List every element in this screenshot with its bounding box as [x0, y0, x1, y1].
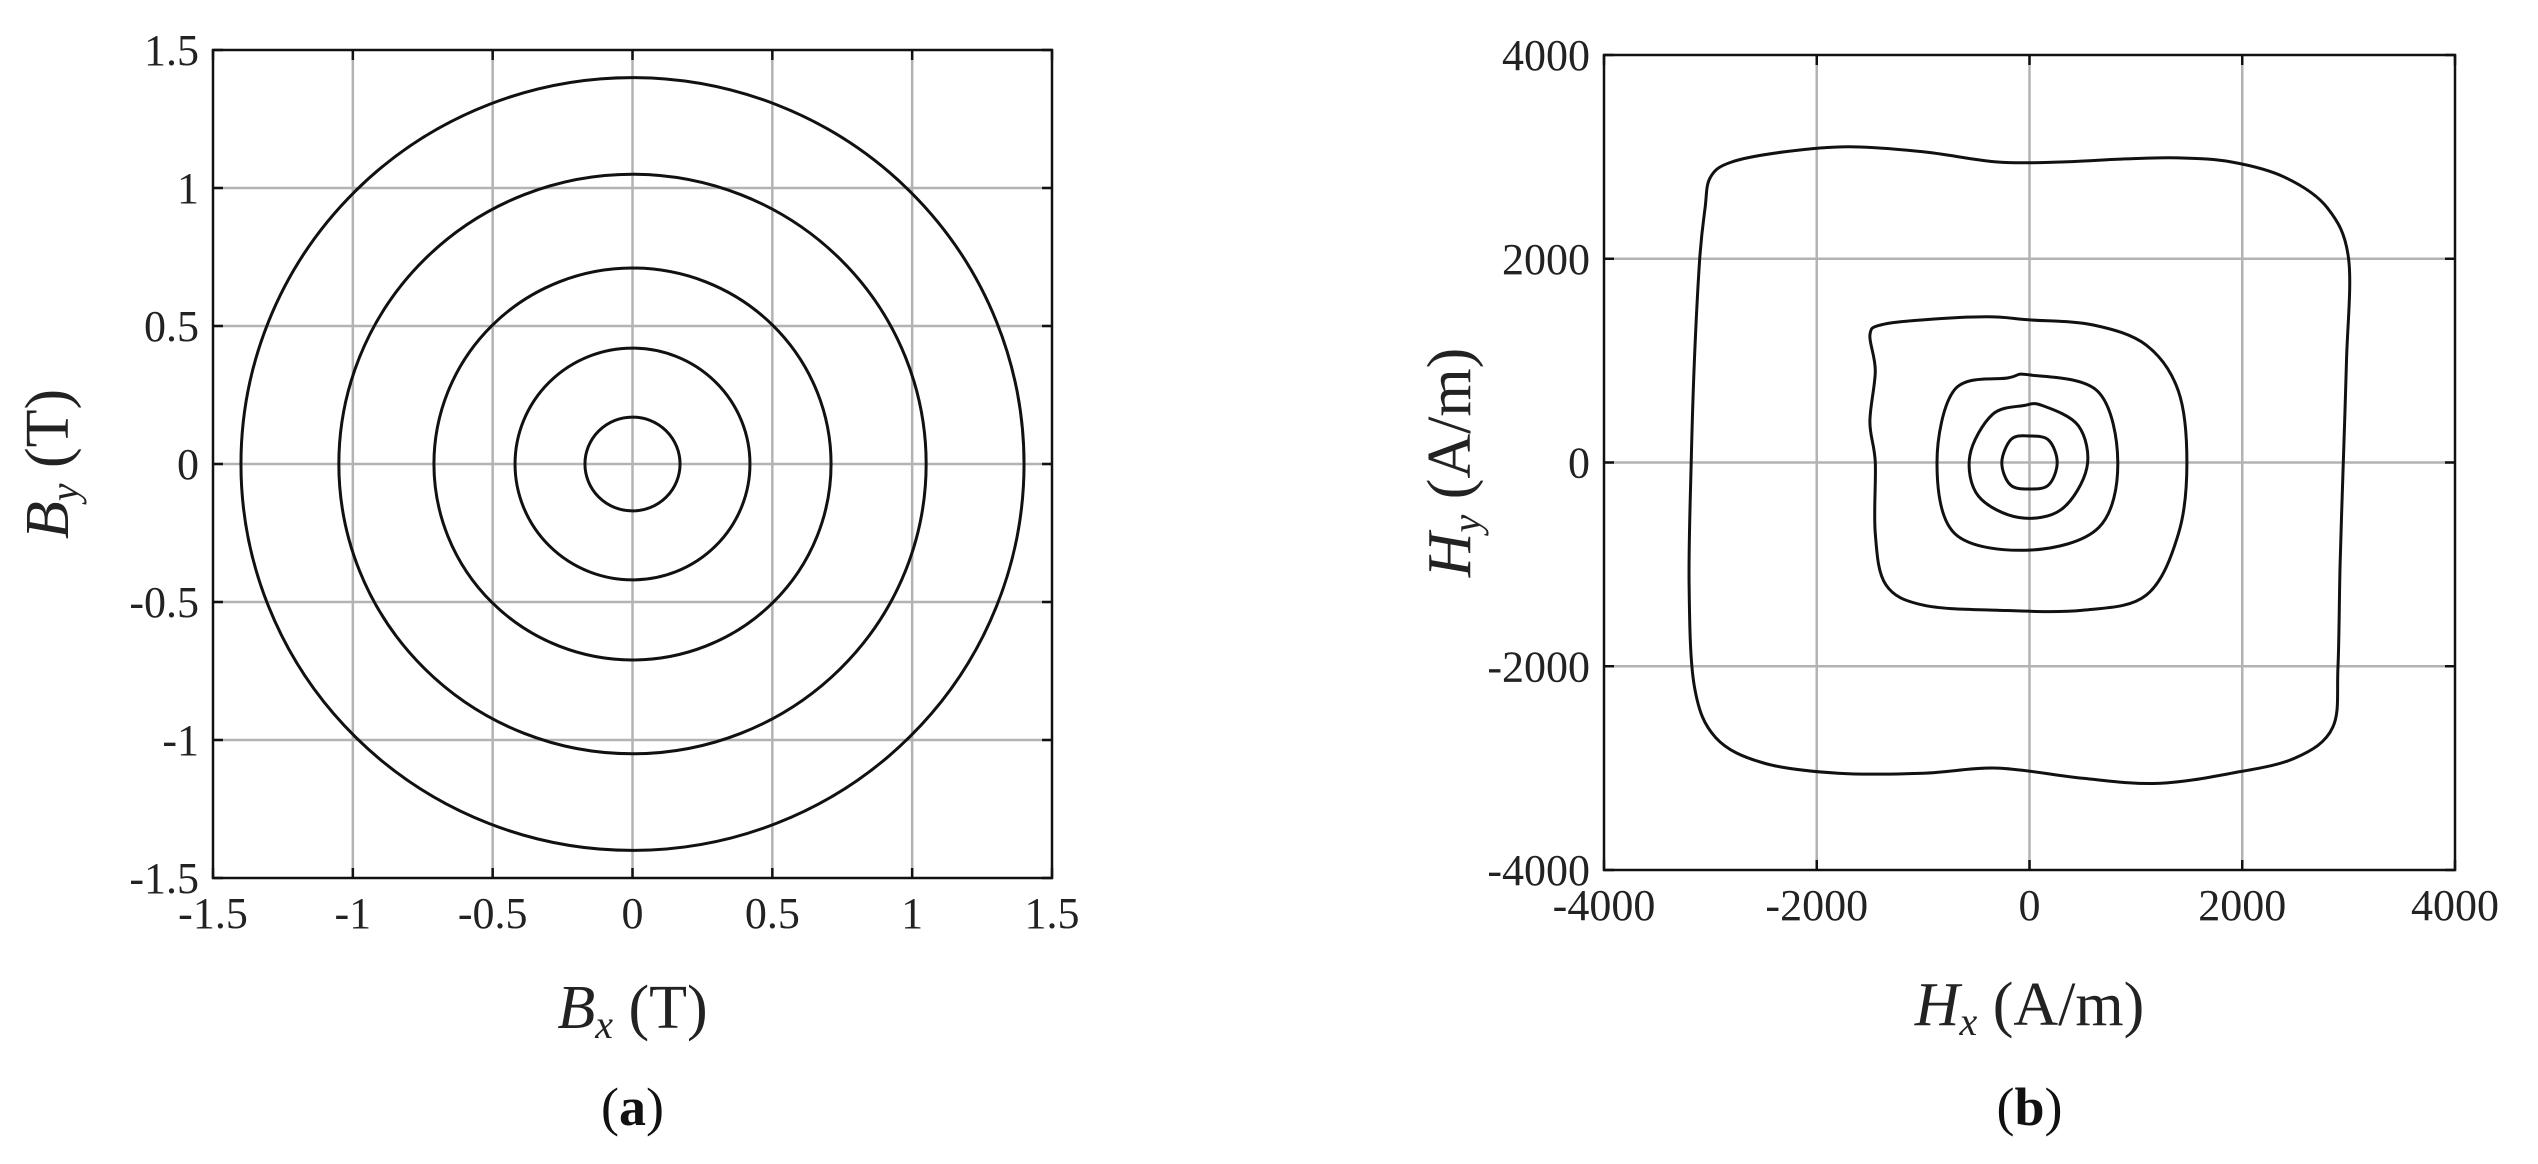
panel-label-b: (b)	[1996, 1077, 2062, 1137]
y-tick-label-0: -1.5	[129, 854, 199, 903]
x-tick-label-4: 0.5	[745, 889, 800, 938]
y-tick-label-0: -4000	[1487, 846, 1590, 895]
y-tick-label-5: 1	[177, 164, 199, 213]
x-tick-label-3: 0	[622, 889, 644, 938]
x-tick-label-2: -0.5	[458, 889, 528, 938]
x-tick-label-3: 2000	[2198, 881, 2286, 930]
loop-curve-5	[1687, 145, 2352, 786]
panel-b-chart: -4000 -2000 0 2000 4000 -4000 -2000 0 2000 4000 Hx…	[1416, 31, 2499, 1137]
loop-curve-1	[2000, 434, 2059, 491]
x-axis-label: Hx (A/m)	[1914, 971, 2145, 1044]
loop-curve-4	[337, 172, 928, 756]
y-tick-label-1: -1	[162, 716, 199, 765]
x-axis-label: Bx (T)	[557, 974, 707, 1047]
y-tick-label-3: 0	[177, 440, 199, 489]
x-tick-label-0: -4000	[1553, 881, 1656, 930]
loop-curve-3	[1935, 372, 2120, 552]
y-tick-label-4: 0.5	[144, 302, 199, 351]
x-tick-label-4: 4000	[2411, 881, 2499, 930]
x-tick-label-1: -2000	[1765, 881, 1868, 930]
y-tick-label-2: -0.5	[129, 578, 199, 627]
loop-curve-1	[583, 415, 682, 513]
y-tick-label-4: 4000	[1502, 31, 1590, 80]
panel-a-chart: -1.5 -1 -0.5 0 0.5 1 1.5 -1.5 -1 -0.5 0 0.5 1 1.5 Bx (…	[14, 26, 1080, 1137]
x-tick-label-1: -1	[335, 889, 372, 938]
y-axis-label: Hy (A/m)	[1416, 348, 1489, 579]
x-tick-label-5: 1	[901, 889, 923, 938]
loop-curve-2	[1967, 402, 2090, 520]
x-tick-label-6: 1.5	[1025, 889, 1080, 938]
panel-label-a: (a)	[601, 1077, 664, 1137]
loop-curve-5	[239, 76, 1026, 852]
y-axis-label: By (T)	[14, 389, 87, 539]
loop-curve-3	[432, 266, 833, 662]
y-tick-label-6: 1.5	[144, 26, 199, 75]
y-tick-label-1: -2000	[1487, 642, 1590, 691]
loop-curve-2	[513, 346, 752, 582]
x-tick-label-0: -1.5	[178, 889, 248, 938]
y-tick-label-2: 0	[1568, 439, 1590, 488]
loop-curve-4	[1868, 315, 2189, 614]
y-tick-label-3: 2000	[1502, 235, 1590, 284]
x-tick-label-2: 0	[2019, 881, 2041, 930]
